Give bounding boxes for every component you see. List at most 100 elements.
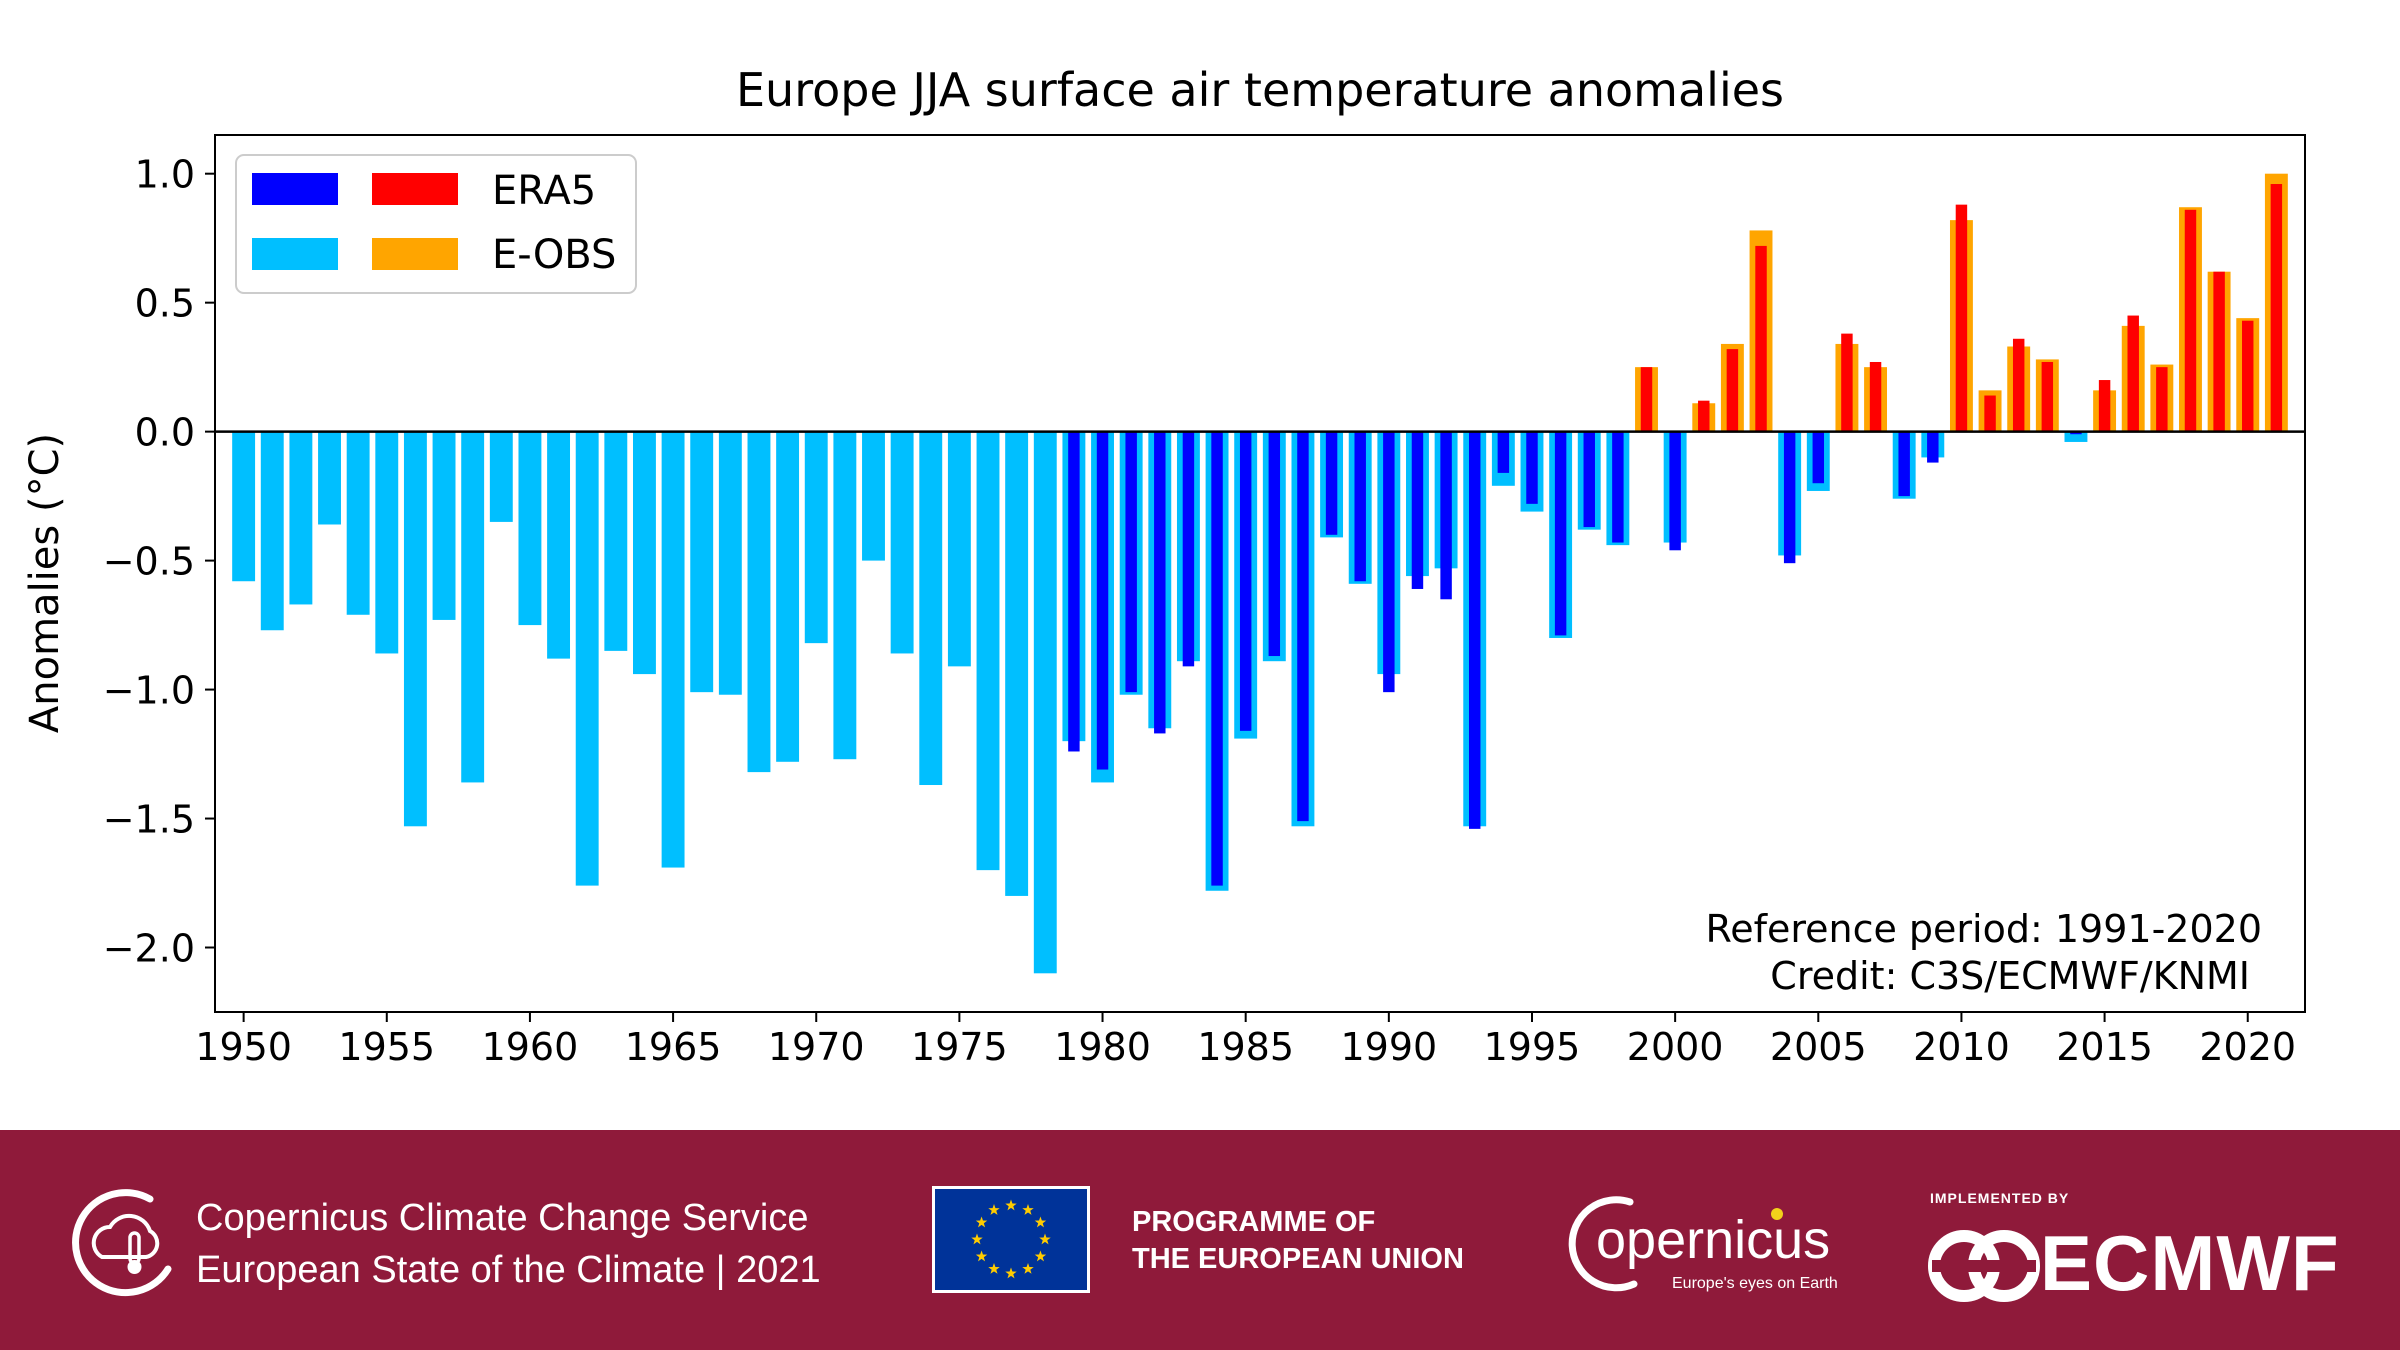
footer-banner: Copernicus Climate Change Service Europe… [0,1130,2400,1350]
era5-bars [1068,184,2283,886]
y-tick-label: −1.5 [103,798,195,842]
eu-star-icon [975,1216,988,1228]
eobs-bar-1967 [718,431,742,695]
era5-bar-2020 [2242,320,2254,432]
y-axis: 1.0 0.5 0.0 −0.5 −1.0 −1.5 −2.0 [103,153,215,971]
eu-star-icon [988,1262,1000,1274]
eobs-bar-1955 [375,431,399,654]
era5-bar-1988 [1325,431,1338,535]
era5-bar-2016 [2127,315,2139,432]
eobs-bar-1973 [890,431,914,654]
eobs-bar-1970 [804,431,828,644]
y-tick-label: 0.5 [135,282,195,326]
eu-star-icon [1022,1262,1034,1274]
eobs-bar-2014 [2064,431,2088,442]
y-tick-label: −1.0 [103,669,195,713]
eobs-bar-1956 [403,431,427,827]
era5-bar-2009 [1927,431,1939,463]
era5-bar-1999 [1640,367,1653,432]
c3s-title: Copernicus Climate Change Service [196,1197,809,1239]
era5-bar-1984 [1211,431,1223,886]
programme-line-2: THE EUROPEAN UNION [1132,1243,1464,1275]
era5-bar-2011 [1984,395,1996,432]
annotation-reference-period: Reference period: 1991-2020 [1706,907,2263,951]
eu-star-icon [1005,1199,1017,1211]
chart-title: Europe JJA surface air temperature anoma… [736,63,1784,117]
eobs-bar-1952 [289,431,313,605]
era5-bar-2012 [2012,338,2025,432]
eobs-bar-1968 [747,431,771,773]
y-tick-label: 0.0 [135,411,195,455]
era5-bar-1991 [1411,431,1424,589]
eobs-bar-1958 [461,431,485,783]
x-tick-label: 1955 [338,1025,435,1069]
x-tick-label: 1990 [1340,1025,1437,1069]
eu-star-icon [1034,1250,1047,1262]
era5-bar-1998 [1612,431,1624,543]
eu-flag [932,1186,1090,1293]
y-axis-label: Anomalies (°C) [22,433,68,733]
era5-bar-1990 [1383,431,1395,693]
c3s-logo-icon [72,1189,172,1297]
eobs-bar-1951 [260,431,284,631]
legend-swatch-era5-negative [252,173,338,205]
y-tick-label: −2.0 [103,927,195,971]
era5-bar-1987 [1297,431,1309,822]
eobs-bar-1964 [633,431,656,675]
legend-label-eobs: E-OBS [492,232,616,278]
era5-bar-2021 [2270,184,2283,432]
era5-bar-1997 [1583,431,1595,528]
eu-star-icon [975,1250,988,1262]
x-tick-label: 2020 [2199,1025,2296,1069]
eu-star-icon [971,1233,983,1245]
eobs-bar-1963 [604,431,628,651]
era5-bar-2008 [1898,431,1910,497]
eu-star-icon [1005,1267,1017,1279]
eobs-bar-1960 [518,431,542,626]
legend-label-era5: ERA5 [492,168,596,214]
era5-bar-2013 [2041,361,2054,432]
x-tick-label: 2010 [1913,1025,2010,1069]
ecmwf-logo-icon [1928,1230,2040,1302]
legend: ERA5 E-OBS [235,154,637,294]
eu-star-icon [988,1204,1000,1215]
era5-bar-2005 [1812,431,1825,484]
era5-bar-1995 [1526,431,1538,504]
c3s-subtitle: European State of the Climate | 2021 [196,1249,821,1291]
legend-swatch-eobs-negative [252,238,338,270]
eu-star-icon [1034,1216,1047,1228]
x-axis: 1950 1955 1960 1965 1970 1975 1980 1985 1990 1995… [195,1012,2296,1069]
era5-bar-2003 [1755,245,1767,432]
eobs-bar-1965 [661,431,685,868]
era5-bar-1996 [1554,431,1567,636]
era5-bar-1994 [1497,431,1510,473]
eobs-bar-1974 [919,431,943,786]
era5-bar-2000 [1669,431,1681,551]
era5-bar-1979 [1068,431,1080,752]
eobs-bar-1972 [862,431,885,561]
era5-bar-2014 [2070,431,2082,435]
x-tick-label: 1970 [768,1025,865,1069]
eobs-bar-1957 [432,431,456,620]
x-tick-label: 1965 [625,1025,722,1069]
eobs-bar-1950 [232,431,256,582]
era5-bar-2002 [1726,349,1739,432]
era5-bar-2004 [1783,431,1796,564]
copernicus-logo-icon [1568,1196,1638,1292]
x-tick-label: 1995 [1484,1025,1581,1069]
legend-swatch-era5-positive [372,173,458,205]
era5-bar-1981 [1125,431,1137,693]
x-tick-label: 2015 [2056,1025,2153,1069]
era5-bar-2015 [2098,380,2111,432]
eobs-bar-1971 [833,431,857,760]
era5-bar-2006 [1841,333,1853,432]
era5-bar-2010 [1955,204,1968,432]
x-tick-label: 1980 [1054,1025,1151,1069]
eobs-bar-1977 [1005,431,1029,896]
x-tick-label: 1975 [911,1025,1008,1069]
era5-bar-1992 [1440,431,1452,600]
copernicus-logo-text: opernicus [1596,1210,1831,1270]
era5-bar-2018 [2184,209,2197,432]
ecmwf-logo-text: ECMWF [2040,1219,2340,1307]
